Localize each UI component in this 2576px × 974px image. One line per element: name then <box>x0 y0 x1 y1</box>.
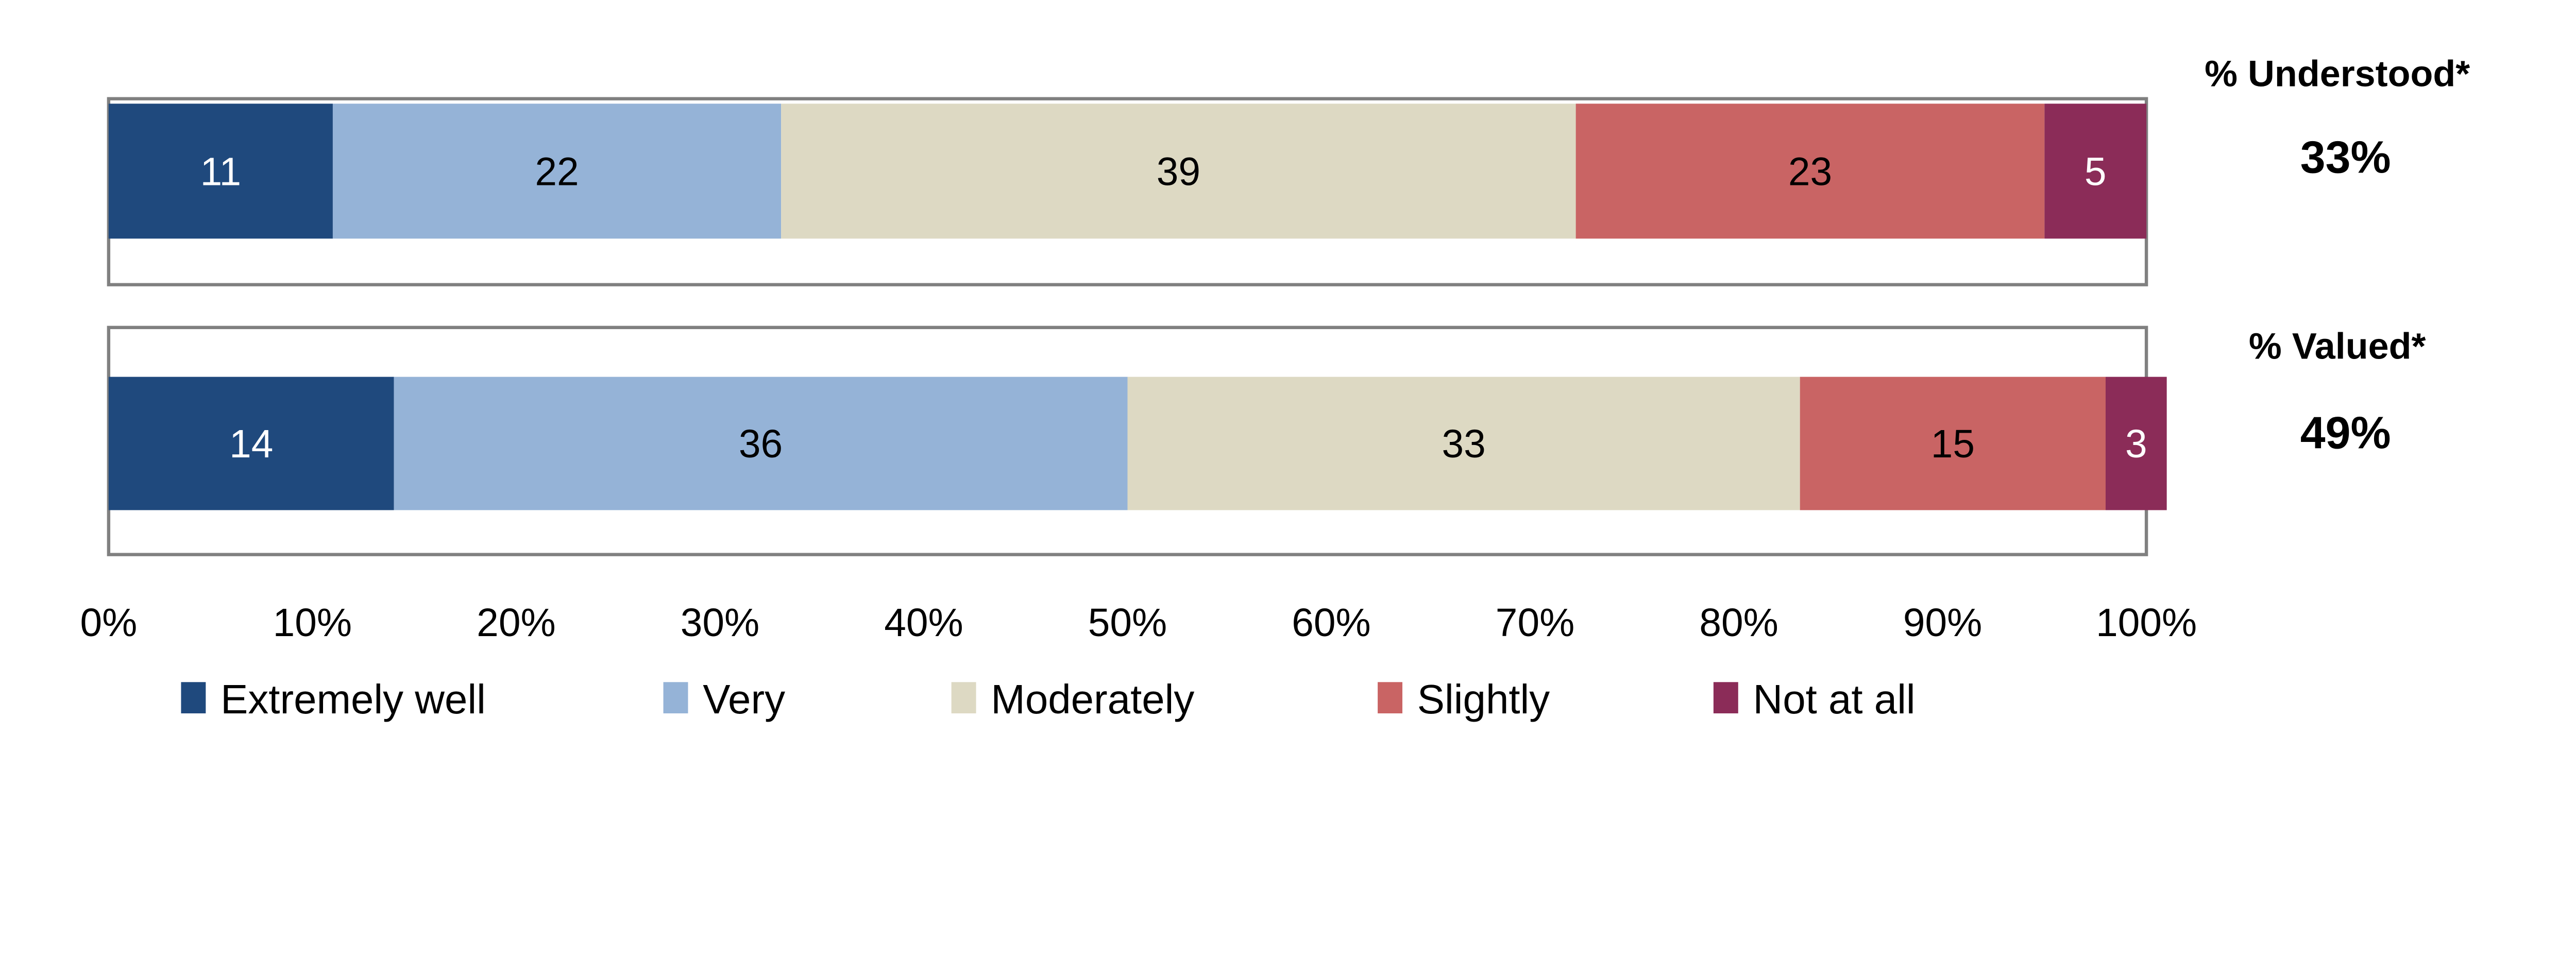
data-label: 5 <box>2084 150 2107 194</box>
side-label-title: % Understood* <box>2205 54 2470 95</box>
data-label: 33 <box>1442 422 1485 466</box>
x-tick-label: 10% <box>273 601 352 645</box>
x-tick-label: 0% <box>80 601 137 645</box>
side-label-value: 49% <box>2300 407 2391 458</box>
bar-segment-valued-very <box>394 377 1128 510</box>
bar-segment-understood-very <box>332 104 782 239</box>
x-tick-label: 40% <box>884 601 963 645</box>
x-tick-label: 100% <box>2096 601 2197 645</box>
x-tick-label: 70% <box>1496 601 1574 645</box>
legend-label: Slightly <box>1417 676 1550 722</box>
legend-swatch-slightly <box>1378 682 1403 713</box>
bar-segment-valued-slightly <box>1800 377 2106 510</box>
bar-segment-valued-not-at-all <box>2106 377 2167 510</box>
legend-swatch-moderately <box>951 682 976 713</box>
bar-segment-valued-extremely-well <box>108 377 394 510</box>
x-tick-label: 60% <box>1292 601 1370 645</box>
data-label: 36 <box>739 422 783 466</box>
legend-label: Moderately <box>991 676 1194 722</box>
bar-segment-understood-not-at-all <box>2044 104 2147 239</box>
x-tick-label: 80% <box>1699 601 1778 645</box>
data-label: 23 <box>1788 150 1832 194</box>
x-tick-label: 90% <box>1903 601 1982 645</box>
x-tick-label: 20% <box>477 601 555 645</box>
data-label: 22 <box>535 150 579 194</box>
data-label: 15 <box>1931 422 1975 466</box>
side-label-value: 33% <box>2300 131 2391 182</box>
data-label: 11 <box>200 150 242 194</box>
side-label-title: % Valued* <box>2249 326 2426 367</box>
data-label: 3 <box>2125 422 2147 466</box>
legend-swatch-not-at-all <box>1713 682 1738 713</box>
legend-label: Very <box>703 676 785 722</box>
bar-segment-understood-extremely-well <box>108 104 333 239</box>
legend-swatch-very <box>663 682 688 713</box>
stacked-bar-chart: 11 22 39 23 5 % Understood* 33% 14 36 33 15 3 % Valu… <box>80 54 2470 722</box>
bar-segment-understood-moderately <box>781 104 1576 239</box>
x-tick-label: 50% <box>1088 601 1167 645</box>
bar-segment-valued-moderately <box>1127 377 1800 510</box>
data-label: 14 <box>229 422 273 466</box>
legend-label: Extremely well <box>221 676 486 722</box>
bar-segment-understood-slightly <box>1575 104 2045 239</box>
x-tick-label: 30% <box>681 601 759 645</box>
data-label: 39 <box>1157 150 1200 194</box>
legend-label: Not at all <box>1753 676 1916 722</box>
legend-swatch-extremely-well <box>181 682 206 713</box>
